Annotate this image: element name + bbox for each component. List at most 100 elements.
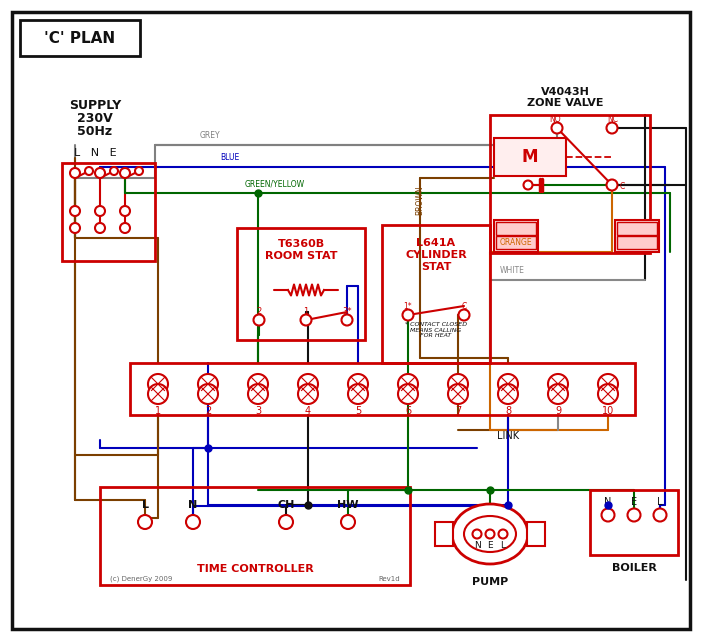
Text: 10: 10 xyxy=(602,406,614,416)
Text: 3*: 3* xyxy=(342,306,352,315)
Text: CYLINDER: CYLINDER xyxy=(405,250,467,260)
Circle shape xyxy=(248,374,268,394)
Bar xyxy=(237,228,365,340)
Text: 7: 7 xyxy=(455,406,461,416)
Text: 9: 9 xyxy=(555,406,561,416)
Bar xyxy=(494,138,566,176)
Text: L: L xyxy=(657,497,663,507)
Text: SUPPLY: SUPPLY xyxy=(69,99,121,112)
Circle shape xyxy=(628,508,640,522)
Ellipse shape xyxy=(464,516,516,552)
Circle shape xyxy=(486,529,494,538)
Text: E: E xyxy=(631,497,637,507)
Circle shape xyxy=(135,167,143,175)
Circle shape xyxy=(279,515,293,529)
Circle shape xyxy=(198,384,218,404)
Text: 50Hz: 50Hz xyxy=(77,124,112,138)
Text: 8: 8 xyxy=(505,406,511,416)
Text: 230V: 230V xyxy=(77,112,113,124)
Circle shape xyxy=(402,310,413,320)
Circle shape xyxy=(498,384,518,404)
Text: 4: 4 xyxy=(305,406,311,416)
Bar xyxy=(382,225,490,363)
Circle shape xyxy=(85,167,93,175)
Circle shape xyxy=(95,223,105,233)
Text: 2: 2 xyxy=(256,306,262,315)
Circle shape xyxy=(70,223,80,233)
Circle shape xyxy=(300,315,312,326)
Circle shape xyxy=(253,315,265,326)
Circle shape xyxy=(602,508,614,522)
Text: M: M xyxy=(522,148,538,166)
Text: ROOM STAT: ROOM STAT xyxy=(265,251,337,261)
Bar xyxy=(490,115,650,253)
Circle shape xyxy=(348,384,368,404)
Circle shape xyxy=(448,374,468,394)
Circle shape xyxy=(548,374,568,394)
Circle shape xyxy=(110,167,118,175)
Bar xyxy=(615,220,659,252)
Bar xyxy=(435,522,453,546)
Circle shape xyxy=(654,508,666,522)
Bar xyxy=(590,490,678,555)
Text: L: L xyxy=(501,542,505,551)
Text: PUMP: PUMP xyxy=(472,577,508,587)
Circle shape xyxy=(248,384,268,404)
Text: BOILER: BOILER xyxy=(611,563,656,573)
Text: C: C xyxy=(620,181,625,190)
Text: (c) DenerGy 2009: (c) DenerGy 2009 xyxy=(110,576,173,582)
Circle shape xyxy=(298,374,318,394)
Text: 3: 3 xyxy=(255,406,261,416)
Text: V4043H: V4043H xyxy=(541,87,590,97)
Text: 1: 1 xyxy=(155,406,161,416)
Circle shape xyxy=(524,181,533,190)
Circle shape xyxy=(70,168,80,178)
Circle shape xyxy=(458,310,470,320)
Circle shape xyxy=(138,515,152,529)
Circle shape xyxy=(198,374,218,394)
Text: 1: 1 xyxy=(303,306,309,315)
Text: WHITE: WHITE xyxy=(500,266,525,275)
Text: BLUE: BLUE xyxy=(220,153,239,162)
Text: L641A: L641A xyxy=(416,238,456,248)
Text: N: N xyxy=(188,500,198,510)
Text: 5: 5 xyxy=(355,406,361,416)
Bar xyxy=(527,522,545,546)
Text: ORANGE: ORANGE xyxy=(500,238,533,247)
Text: CH: CH xyxy=(277,500,295,510)
Text: 'C' PLAN: 'C' PLAN xyxy=(44,31,116,46)
Text: LINK: LINK xyxy=(497,431,519,441)
Circle shape xyxy=(148,374,168,394)
Circle shape xyxy=(95,206,105,216)
Bar xyxy=(130,363,635,415)
Text: STAT: STAT xyxy=(420,262,451,272)
Bar xyxy=(62,163,155,261)
Circle shape xyxy=(148,384,168,404)
Bar xyxy=(496,222,536,235)
Circle shape xyxy=(598,384,618,404)
Circle shape xyxy=(448,384,468,404)
Text: L: L xyxy=(142,500,149,510)
Text: E: E xyxy=(487,542,493,551)
Text: TIME CONTROLLER: TIME CONTROLLER xyxy=(197,564,313,574)
Text: HW: HW xyxy=(337,500,359,510)
Circle shape xyxy=(348,374,368,394)
Text: 6: 6 xyxy=(405,406,411,416)
Circle shape xyxy=(70,206,80,216)
Circle shape xyxy=(548,384,568,404)
Circle shape xyxy=(120,223,130,233)
Bar xyxy=(20,20,140,56)
Circle shape xyxy=(341,515,355,529)
Circle shape xyxy=(298,384,318,404)
Bar xyxy=(494,220,538,252)
Circle shape xyxy=(472,529,482,538)
Circle shape xyxy=(120,206,130,216)
Circle shape xyxy=(498,374,518,394)
Text: GREY: GREY xyxy=(200,131,220,140)
Text: 1*: 1* xyxy=(404,301,412,310)
Text: 2: 2 xyxy=(205,406,211,416)
Text: T6360B: T6360B xyxy=(277,239,324,249)
Text: N: N xyxy=(604,497,611,507)
Circle shape xyxy=(186,515,200,529)
Text: * CONTACT CLOSED
MEANS CALLING
FOR HEAT: * CONTACT CLOSED MEANS CALLING FOR HEAT xyxy=(405,322,467,338)
